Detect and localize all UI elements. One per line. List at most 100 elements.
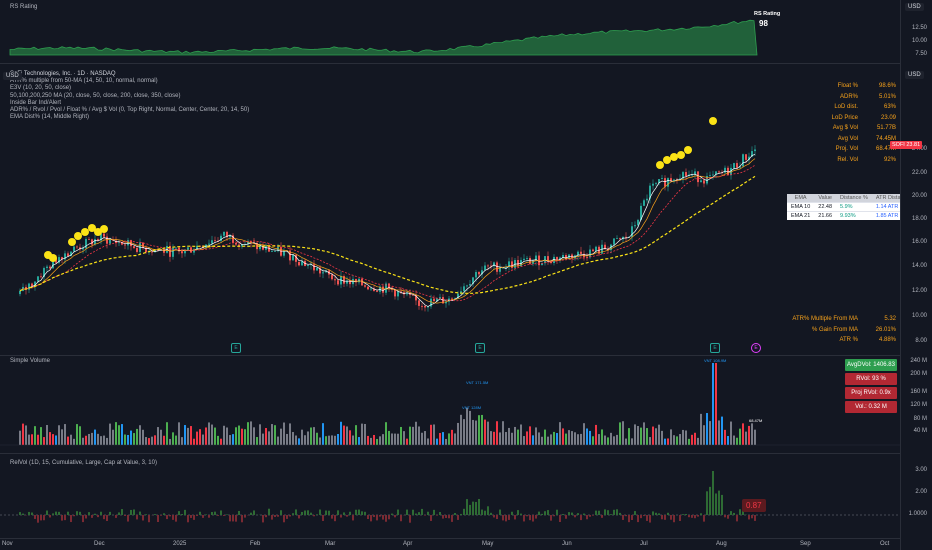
currency-label[interactable]: USD (905, 71, 924, 79)
relvol-bar (685, 514, 687, 515)
volume-bar (373, 434, 375, 445)
stat-label: LoD dist. (834, 104, 858, 110)
volume-bar (400, 426, 402, 445)
volume-bar (403, 431, 405, 445)
candle-body (73, 246, 75, 252)
candle-body (292, 254, 294, 261)
relvol-bar (343, 512, 345, 515)
relvol-bar (697, 515, 699, 517)
volume-bar (610, 432, 612, 445)
candle-body (223, 231, 225, 236)
earnings-marker[interactable]: E (751, 343, 761, 353)
axis-tick: 10.00 (911, 38, 927, 44)
candle-body (52, 257, 54, 269)
volume-bar (406, 438, 408, 445)
table-row: EMA 10 22.48 5.9% 1.14 ATR (787, 202, 914, 212)
volume-bar (580, 433, 582, 445)
earnings-marker[interactable]: E (475, 343, 485, 353)
axis-tick: 240 M (910, 358, 927, 364)
alert-dot (684, 146, 692, 154)
indicator-legend[interactable]: SoFi Technologies, Inc. · 1D · NASDAQ AT… (10, 71, 249, 121)
candle-body (172, 247, 174, 257)
candle-body (712, 174, 714, 176)
relvol-bar (700, 513, 702, 515)
volume-bar (115, 422, 117, 445)
relvol-bar (319, 509, 321, 515)
symbol-title[interactable]: SoFi Technologies, Inc. · 1D · NASDAQ (10, 71, 116, 77)
volume-bar (118, 425, 120, 445)
indicator-line[interactable]: E3V (10, 20, 50, close) (10, 85, 72, 92)
volume-bar (652, 426, 654, 445)
axis-tick: 14.00 (911, 263, 927, 269)
relvol-bar (481, 509, 483, 515)
axis-tick: 16.00 (911, 239, 927, 245)
volume-bar (346, 426, 348, 445)
relvol-bar (748, 515, 750, 520)
relvol-bar (115, 515, 117, 518)
relvol-bar (487, 506, 489, 515)
candle-body (319, 267, 321, 274)
volume-bar (520, 424, 522, 445)
volume-bar (364, 423, 366, 445)
candle-body (364, 285, 366, 287)
volume-bar (274, 425, 276, 445)
stat-value: 23.09 (880, 114, 896, 121)
relvol-bar (547, 510, 549, 515)
relvol-bar (751, 515, 753, 519)
candle-body (385, 283, 387, 293)
relvol-bar (631, 515, 633, 521)
relvol-pane-title[interactable]: RelVol (1D, 15, Cumulative, Large, Cap a… (10, 460, 157, 466)
relvol-bar (472, 501, 474, 515)
relvol-bar (70, 515, 72, 523)
relvol-bar (589, 515, 591, 517)
relvol-bar (586, 515, 588, 520)
volume-bar (502, 421, 504, 445)
volume-bar (64, 424, 66, 445)
relvol-bar (94, 513, 96, 515)
volume-bar (271, 424, 273, 445)
currency-label[interactable]: USD (3, 72, 22, 80)
axis-tick: 2.00 (915, 489, 927, 495)
volume-bar (622, 421, 624, 445)
x-axis-label: Aug (716, 541, 727, 547)
relvol-bar (253, 510, 255, 515)
volume-bar (112, 429, 114, 445)
earnings-marker[interactable]: E (710, 343, 720, 353)
volume-bar (631, 438, 633, 445)
candle-body (211, 240, 213, 244)
volume-pane-title[interactable]: Simple Volume (10, 358, 51, 364)
indicator-line[interactable]: EMA Dist% (14, Middle Right) (10, 114, 90, 121)
relvol-bar (451, 515, 453, 522)
indicator-line[interactable]: Inside Bar Ind/Alert (10, 99, 62, 106)
alert-dot (74, 232, 82, 240)
relvol-bar (721, 494, 723, 515)
axis-tick: 12.50 (911, 25, 927, 31)
volume-bar (289, 423, 291, 445)
indicator-line[interactable]: ADR% / Rvol / Pvol / Float % / Avg $ Vol… (10, 107, 250, 114)
stat-label: ADR% (839, 93, 858, 100)
volume-bar (445, 438, 447, 445)
relvol-bar (370, 515, 372, 522)
candle-body (337, 280, 339, 285)
currency-label[interactable]: USD (905, 3, 924, 11)
pane-divider (0, 63, 900, 64)
volume-bar (148, 438, 150, 445)
volume-bar (235, 427, 237, 445)
price-axis[interactable]: USD 12.50 10.00 7.50 USD 24.00 22.00 20.… (900, 0, 932, 550)
relvol-bar (211, 512, 213, 515)
candle-body (700, 180, 702, 183)
table-header: Value (814, 194, 837, 203)
volume-bar (334, 435, 336, 445)
candle-body (184, 249, 186, 254)
relvol-bar (526, 515, 528, 517)
volume-bar (304, 435, 306, 445)
relvol-bar (229, 515, 231, 522)
relvol-bar (337, 510, 339, 515)
indicator-line[interactable]: 50,100,200,250 MA (20, close, 50, close,… (10, 92, 181, 99)
relvol-bar (127, 515, 129, 522)
indicator-line[interactable]: ATR% multiple from 50-MA (14, 50, 10, no… (10, 78, 158, 85)
volume-bar (460, 414, 462, 445)
ema-atr-distance: 1.85 ATR (871, 211, 914, 220)
chart-canvas[interactable] (0, 0, 900, 550)
earnings-marker[interactable]: E (231, 343, 241, 353)
